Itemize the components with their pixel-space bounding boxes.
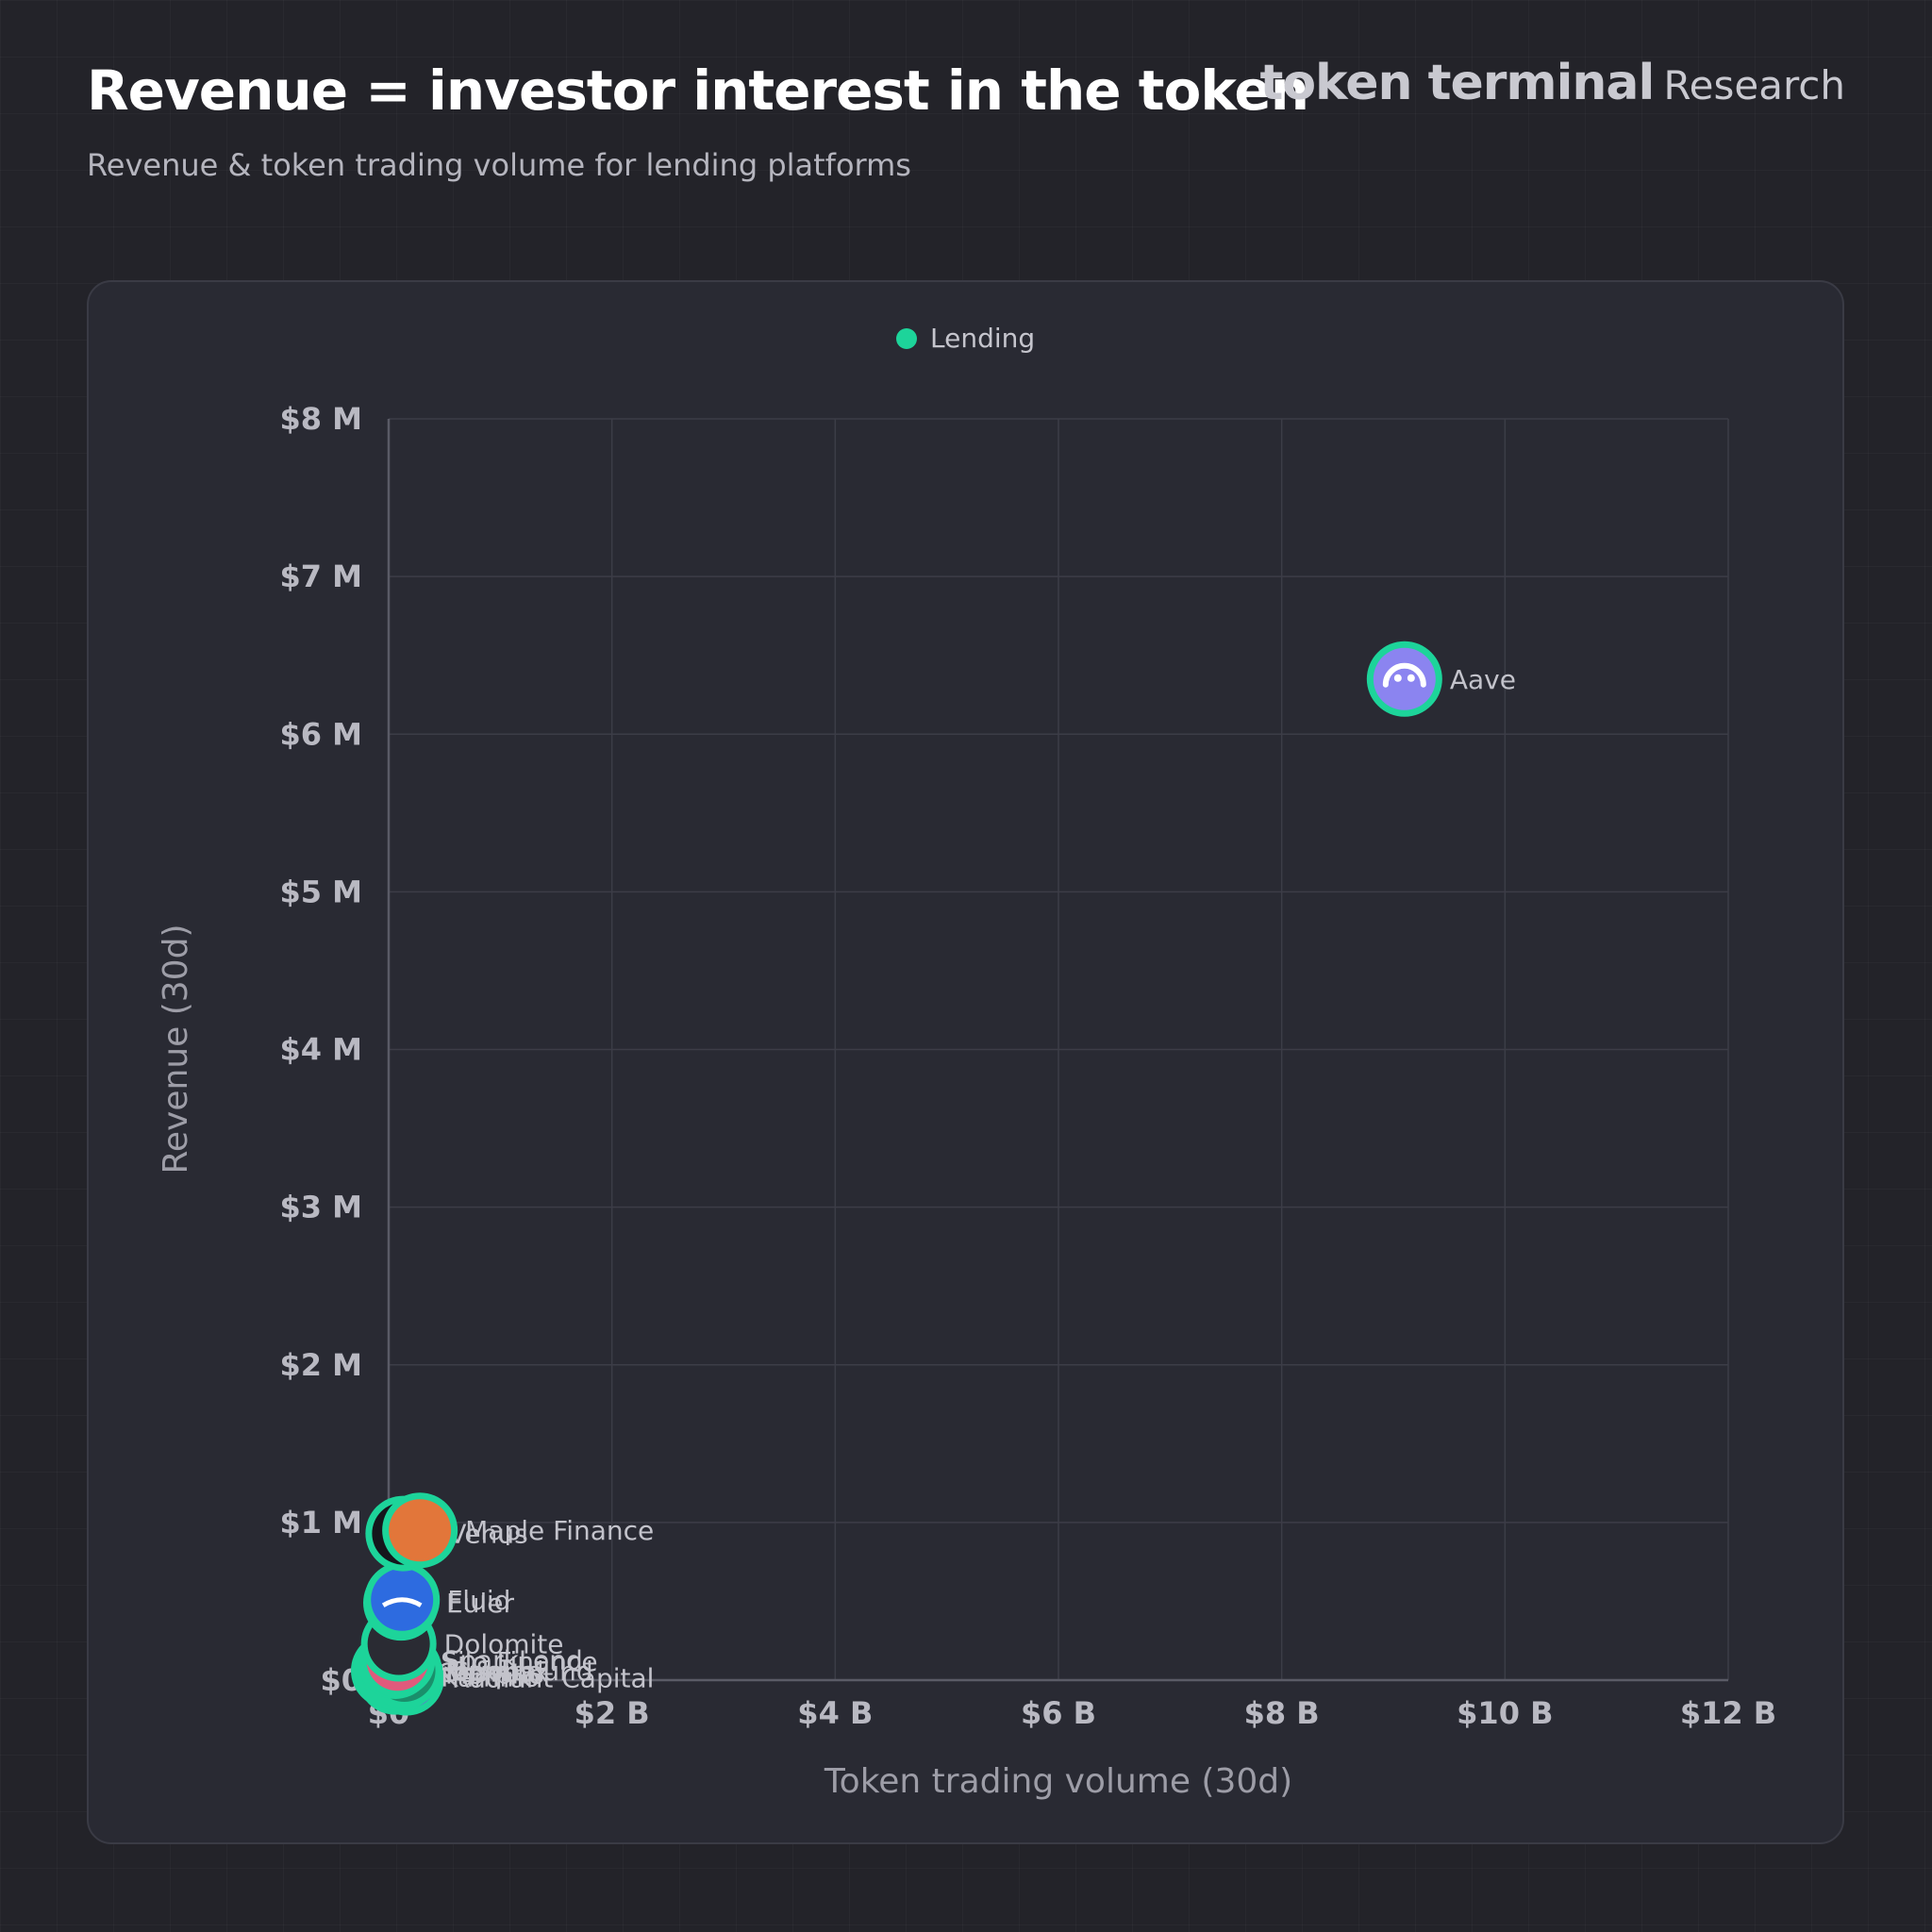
- data-point: Maple Finance: [382, 1492, 654, 1569]
- y-axis-label: Revenue (30d): [157, 924, 195, 1174]
- chart-legend[interactable]: Lending: [896, 323, 1035, 354]
- y-tick-label: $5 M: [279, 874, 362, 909]
- data-point: Aave: [1366, 641, 1516, 717]
- x-tick-label: $8 B: [1244, 1695, 1320, 1731]
- point-label: Maple Finance: [465, 1515, 654, 1546]
- aave-arc-icon: [1382, 662, 1426, 688]
- y-tick-label: $4 M: [279, 1032, 362, 1068]
- point-label: Notional: [434, 1656, 544, 1687]
- point-label: Kamino: [441, 1662, 540, 1693]
- point-label: Morpho: [445, 1658, 544, 1690]
- point-label: Gearbox: [438, 1657, 549, 1689]
- chart-subtitle: Revenue & token trading volume for lendi…: [87, 147, 911, 183]
- x-tick-label: $2 B: [575, 1695, 650, 1731]
- point-label: Euler: [446, 1588, 514, 1619]
- point-label: Compound: [450, 1656, 593, 1687]
- grid-lines: [389, 418, 1729, 1680]
- point-label: SparkLend: [442, 1644, 582, 1675]
- legend-dot-icon: [896, 327, 917, 349]
- point-label: Venus: [448, 1519, 527, 1550]
- point-label: Radiant Capital: [452, 1662, 655, 1693]
- brand-suffix: Research: [1663, 62, 1845, 108]
- fluid-glyph-icon: [381, 1597, 423, 1607]
- aave-eye-icon: [1393, 674, 1402, 682]
- legend-label-lending: Lending: [930, 323, 1036, 354]
- x-tick-label: $6 B: [1021, 1695, 1096, 1731]
- maple-icon: [389, 1499, 452, 1562]
- point-label: Silo Finance: [441, 1646, 597, 1677]
- chart-title: Revenue = investor interest in the token: [87, 58, 1309, 123]
- y-tick-label: $2 M: [279, 1347, 362, 1383]
- y-tick-label: $7 M: [279, 558, 362, 594]
- brand-logo: token terminal Research: [1259, 55, 1845, 111]
- x-axis-label: Token trading volume (30d): [824, 1762, 1292, 1801]
- x-tick-label: $4 B: [797, 1695, 873, 1731]
- y-tick-label: $3 M: [279, 1190, 362, 1225]
- y-tick-label: $8 M: [279, 401, 362, 437]
- point-label: Aave: [1450, 664, 1516, 695]
- aave-icon: [1373, 647, 1436, 710]
- point-label: Fluid: [447, 1585, 510, 1616]
- y-tick-label: $1 M: [279, 1505, 362, 1541]
- x-tick-label: $12 B: [1680, 1695, 1776, 1731]
- data-point: Fluid: [364, 1561, 510, 1638]
- brand-name: token terminal: [1259, 55, 1655, 111]
- x-tick-label: $10 B: [1457, 1695, 1553, 1731]
- aave-eye-icon: [1407, 674, 1415, 682]
- axes: [387, 419, 1728, 1682]
- y-tick-label: $6 M: [279, 716, 362, 752]
- point-label: Dolomite: [444, 1629, 564, 1660]
